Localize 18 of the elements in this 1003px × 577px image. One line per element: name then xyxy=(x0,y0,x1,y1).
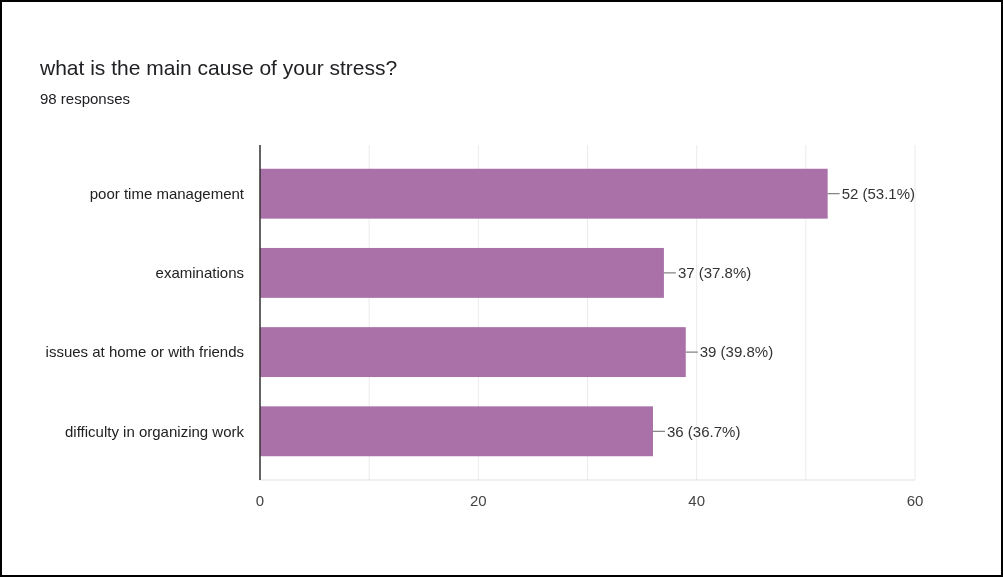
y-tick-label: issues at home or with friends xyxy=(45,343,244,361)
bar xyxy=(260,168,828,219)
x-tick-label: 60 xyxy=(906,492,924,509)
data-label: 39 (39.8%) xyxy=(699,343,774,361)
y-tick-label: examinations xyxy=(155,264,244,282)
x-tick-label: 0 xyxy=(255,492,265,509)
bar xyxy=(260,247,664,298)
data-label: 52 (53.1%) xyxy=(841,184,916,202)
y-tick-label: difficulty in organizing work xyxy=(65,422,245,440)
text: 98 responses xyxy=(40,90,131,107)
data-label: 36 (36.7%) xyxy=(667,422,741,440)
x-tick-label: 20 xyxy=(469,492,487,509)
data-label: 37 (37.8%) xyxy=(677,264,752,282)
bar xyxy=(260,327,686,378)
bar xyxy=(260,406,653,457)
y-tick-label: poor time management xyxy=(89,184,245,202)
chart-title: what is the main cause of your stress? xyxy=(39,56,398,79)
x-tick-label: 40 xyxy=(688,492,706,509)
